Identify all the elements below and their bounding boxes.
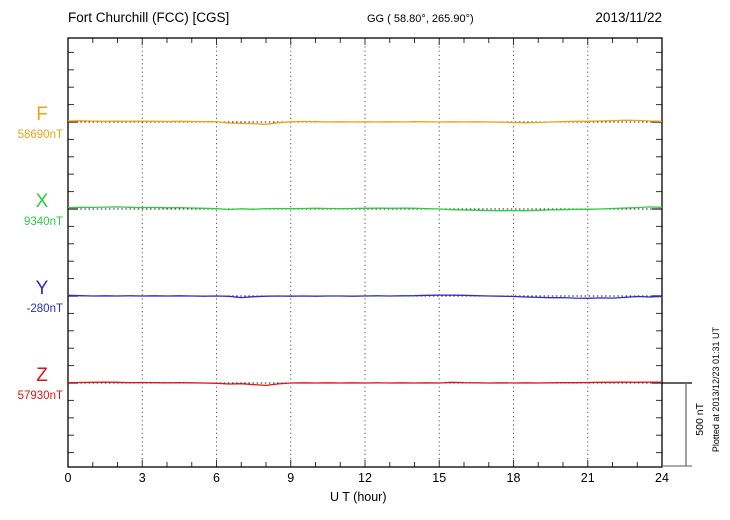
trace-label-F: F [36, 104, 48, 125]
trace-reference-Z: 57930nT [17, 390, 63, 402]
scale-bar-label: 500 nT [694, 403, 706, 436]
x-tick-label-24: 24 [655, 471, 669, 485]
plotted-timestamp: Plotted at 2013/12/23 01:31 UT [711, 327, 721, 453]
trace-reference-Y: -280nT [26, 303, 63, 315]
x-tick-label-12: 12 [358, 471, 372, 485]
x-tick-label-15: 15 [432, 471, 447, 485]
x-tick-label-21: 21 [580, 471, 595, 485]
gg-coordinates: GG ( 58.80°, 265.90°) [367, 13, 474, 25]
x-tick-label-6: 6 [213, 471, 220, 485]
plot-date: 2013/11/22 [595, 10, 662, 25]
x-tick-label-18: 18 [506, 471, 521, 485]
x-tick-label-0: 0 [64, 471, 72, 485]
trace-reference-X: 9340nT [23, 216, 63, 228]
trace-label-Z: Z [36, 365, 48, 386]
x-tick-label-9: 9 [287, 471, 295, 485]
trace-Z [67, 381, 662, 387]
plot-frame [67, 37, 663, 468]
x-tick-label-3: 3 [138, 471, 146, 485]
trace-label-X: X [35, 191, 49, 212]
trace-Y [67, 294, 663, 299]
trace-F [67, 119, 663, 125]
trace-label-Y: Y [35, 278, 49, 299]
station-title: Fort Churchill (FCC) [CGS] [68, 10, 230, 25]
x-axis-title: U T (hour) [330, 490, 387, 504]
trace-reference-F: 58690nT [17, 129, 63, 141]
trace-X [67, 206, 663, 212]
